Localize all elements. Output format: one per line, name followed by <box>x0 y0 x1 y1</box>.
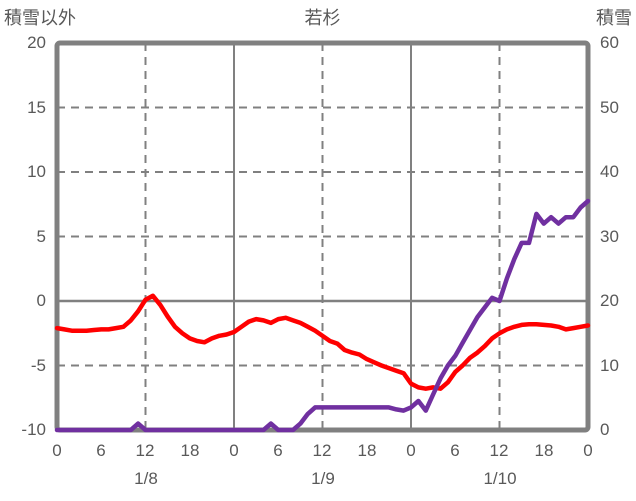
red-line-series <box>54 293 591 391</box>
right-axis-tick: 20 <box>600 291 619 310</box>
x-axis-tick: 0 <box>229 441 239 460</box>
x-axis-tick: 0 <box>406 441 416 460</box>
x-axis-tick: 0 <box>52 441 62 460</box>
plot-frame <box>54 40 591 433</box>
x-axis-tick: 12 <box>489 441 509 460</box>
x-axis-tick: 18 <box>180 441 200 460</box>
x-axis-tick: 6 <box>273 441 283 460</box>
right-axis-tick: 50 <box>600 98 619 117</box>
x-axis-tick: 0 <box>583 441 593 460</box>
purple-line-series <box>54 198 591 433</box>
right-axis-tick: 60 <box>600 33 619 52</box>
left-axis-tick: 0 <box>36 291 46 310</box>
left-axis-tick: 15 <box>27 98 46 117</box>
x-axis-tick: 12 <box>312 441 332 460</box>
right-axis-tick: 10 <box>600 356 619 375</box>
date-label: 1/10 <box>483 469 517 488</box>
x-axis-tick: 18 <box>357 441 377 460</box>
right-axis-title: 積雪 <box>596 8 632 28</box>
right-axis-tick: 0 <box>600 420 610 439</box>
x-axis-tick: 6 <box>450 441 460 460</box>
x-axis-tick: 6 <box>96 441 106 460</box>
chart-title: 若杉 <box>304 8 341 28</box>
right-axis-tick: 30 <box>600 227 619 246</box>
left-axis-tick: 10 <box>27 162 46 181</box>
left-axis-tick: -10 <box>21 420 46 439</box>
left-axis-tick: 5 <box>36 227 46 246</box>
left-axis-tick: 20 <box>27 33 46 52</box>
date-label: 1/9 <box>311 469 335 488</box>
right-axis-tick: 40 <box>600 162 619 181</box>
x-axis-tick: 12 <box>135 441 155 460</box>
left-axis-title: 積雪以外 <box>4 8 76 28</box>
date-label: 1/8 <box>134 469 158 488</box>
left-axis-tick: -5 <box>30 356 46 375</box>
x-axis-tick: 18 <box>534 441 554 460</box>
